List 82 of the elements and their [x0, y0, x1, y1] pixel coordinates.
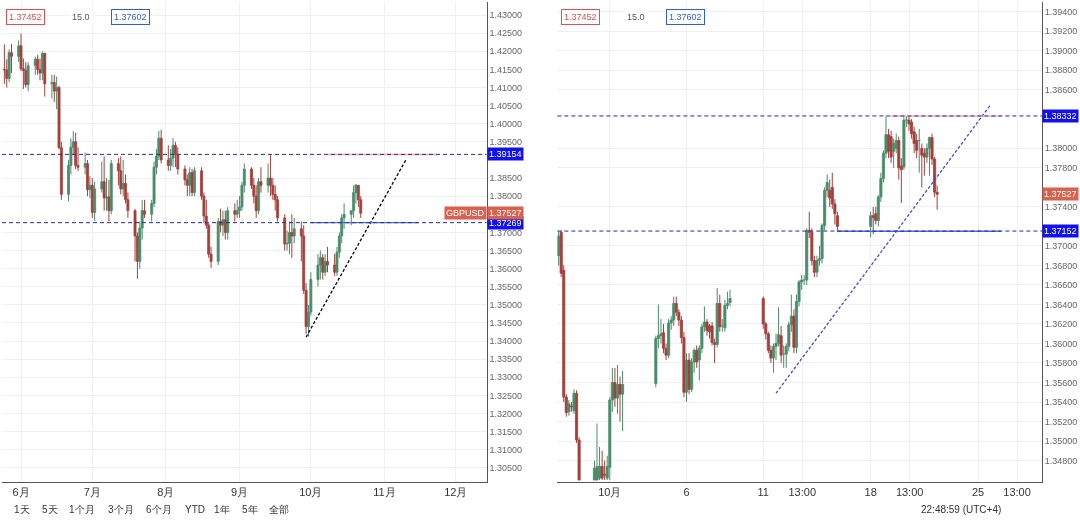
y-tick-label: 1.36200: [1044, 319, 1078, 330]
y-tick-label: 1.33000: [489, 372, 522, 383]
ref-line-label: 1.38332: [1044, 111, 1077, 121]
y-tick-label: 1.32000: [489, 408, 522, 419]
x-tick-label: 18: [864, 486, 877, 499]
y-tick-label: 1.38500: [489, 173, 522, 184]
y-tick-label: 1.36000: [489, 263, 522, 274]
y-tick-label: 1.33500: [489, 354, 522, 365]
x-tick-label: 13:00: [1003, 486, 1031, 499]
text: 6个月: [146, 504, 172, 515]
annotation: 1.37602: [114, 12, 147, 22]
annotation: 1.37602: [669, 12, 702, 22]
y-tick-label: 1.37400: [1044, 202, 1078, 213]
y-tick-label: 1.35400: [1044, 397, 1078, 408]
text: 1.37527: [489, 208, 522, 218]
x-tick-label: 11月: [373, 486, 396, 499]
x-tick-label: 25: [971, 486, 985, 499]
text: 3个月: [108, 504, 134, 515]
x-tick-label: 8月: [157, 486, 175, 499]
y-tick-label: 1.35200: [1044, 416, 1078, 427]
y-tick-label: 1.38800: [1044, 65, 1078, 76]
annotation: 1.37452: [564, 12, 597, 22]
y-tick-label: 1.36400: [1044, 299, 1078, 310]
x-tick-label: 10月: [299, 486, 323, 499]
y-tick-label: 1.32500: [489, 390, 522, 401]
y-tick-label: 1.35000: [1044, 436, 1078, 447]
x-tick-label: 9月: [231, 486, 249, 499]
text: YTD: [185, 504, 205, 515]
annotation: 15.0: [72, 12, 90, 22]
y-tick-label: 1.36500: [489, 245, 522, 256]
y-tick-label: 1.40000: [489, 118, 522, 129]
y-tick-label: 1.34500: [489, 318, 522, 329]
y-tick-label: 1.31000: [489, 444, 522, 455]
y-tick-label: 1.37000: [489, 227, 522, 238]
text: 1年: [214, 504, 230, 515]
y-tick-label: 1.37800: [1044, 163, 1078, 173]
ref-line-label: 1.37269: [489, 218, 522, 228]
x-tick-label: 7月: [83, 486, 101, 499]
text: 1.37527: [1044, 189, 1077, 199]
x-tick-label: 10月: [598, 486, 622, 499]
text: 1天: [14, 504, 30, 515]
y-tick-label: 1.39400: [1044, 6, 1078, 17]
y-tick-label: 1.39000: [1044, 45, 1078, 56]
y-tick-label: 1.35500: [489, 281, 522, 292]
y-tick-label: 1.42500: [489, 28, 522, 39]
x-tick-label: 6: [683, 486, 690, 499]
y-tick-label: 1.40500: [489, 100, 522, 111]
x-tick-label: 13:00: [788, 486, 817, 499]
y-tick-label: 1.36600: [1044, 280, 1078, 291]
y-tick-label: 1.36800: [1044, 260, 1078, 271]
y-tick-label: 1.35800: [1044, 358, 1078, 369]
y-tick-label: 1.42000: [489, 46, 522, 57]
text: 1个月: [69, 504, 95, 515]
y-tick-label: 1.34000: [489, 336, 522, 347]
y-tick-label: 1.43000: [489, 10, 522, 21]
annotation: 15.0: [627, 12, 645, 22]
ref-line-label: 1.37152: [1044, 226, 1077, 236]
annotation: 1.37452: [9, 12, 42, 22]
text: 全部: [269, 504, 289, 515]
text: 5天: [42, 504, 58, 515]
y-tick-label: 1.31500: [489, 426, 522, 437]
y-tick-label: 1.39200: [1044, 26, 1078, 37]
y-tick-label: 1.39500: [489, 136, 522, 147]
annotation: GBPUSD: [446, 208, 485, 218]
y-tick-label: 1.35600: [1044, 377, 1078, 388]
text: 22:48:59 (UTC+4): [921, 504, 1002, 515]
y-tick-label: 1.37000: [1044, 241, 1078, 252]
x-tick-label: 12月: [444, 486, 468, 499]
y-tick-label: 1.38600: [1044, 84, 1078, 95]
text: 5年: [242, 504, 258, 515]
y-tick-label: 1.35000: [489, 300, 522, 310]
y-tick-label: 1.41500: [489, 64, 522, 75]
y-tick-label: 1.30500: [489, 463, 522, 474]
y-tick-label: 1.38000: [1044, 143, 1078, 154]
y-tick-label: 1.34800: [1044, 455, 1078, 466]
y-tick-label: 1.41000: [489, 82, 522, 93]
ref-line-label: 1.39154: [489, 149, 522, 159]
y-tick-label: 1.36000: [1044, 338, 1078, 349]
y-tick-label: 1.38000: [489, 191, 522, 202]
x-tick-label: 11: [757, 486, 769, 499]
x-tick-label: 13:00: [895, 486, 924, 499]
x-tick-label: 6月: [12, 486, 30, 499]
